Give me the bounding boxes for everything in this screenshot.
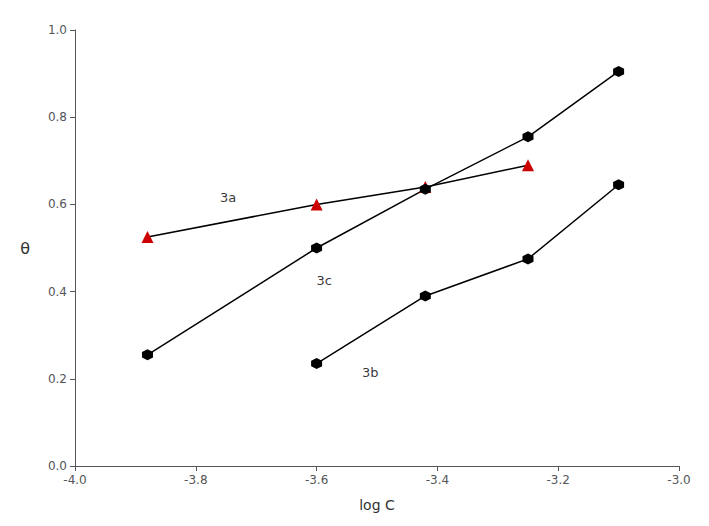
svg-text:0.0: 0.0 [48,459,67,473]
svg-text:0.2: 0.2 [48,372,67,386]
svg-text:-3.6: -3.6 [305,473,328,487]
svg-text:3a: 3a [220,190,236,205]
svg-text:0.8: 0.8 [48,110,67,124]
svg-text:-3.0: -3.0 [667,473,690,487]
svg-text:-3.4: -3.4 [426,473,449,487]
svg-text:-4.0: -4.0 [63,473,86,487]
svg-text:-3.8: -3.8 [184,473,207,487]
svg-text:-3.2: -3.2 [546,473,569,487]
svg-text:3b: 3b [362,365,379,380]
svg-text:1.0: 1.0 [48,23,67,37]
svg-text:0.4: 0.4 [48,285,67,299]
svg-text:θ: θ [20,239,30,258]
svg-text:0.6: 0.6 [48,197,67,211]
svg-text:3c: 3c [317,273,332,288]
svg-text:log C: log C [359,497,395,513]
